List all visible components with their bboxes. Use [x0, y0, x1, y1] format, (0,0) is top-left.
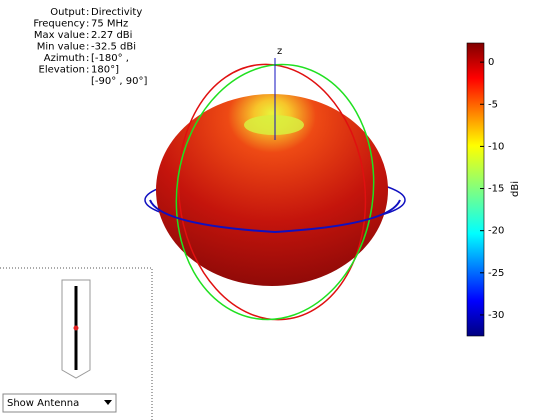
info-extra: [-90° , 90°] [91, 76, 147, 87]
pattern-3d: z [144, 46, 406, 321]
colorbar-tick-label: -25 [488, 268, 504, 279]
colorbar-tick-label: 0 [488, 57, 494, 68]
pattern-surface [156, 94, 388, 286]
colorbar-ticks: 0 -5 -10 -15 -20 -25 -30 [480, 57, 504, 321]
info-value: Directivity [91, 7, 142, 18]
dropdown-arrow [104, 400, 112, 405]
colorbar-tick-label: -20 [488, 226, 504, 237]
colorbar-label: dBi [510, 181, 521, 197]
info-colon: : [86, 7, 89, 18]
colorbar-tick-label: -5 [488, 99, 498, 110]
dropdown[interactable] [2, 393, 117, 413]
info-colon: : [86, 42, 89, 53]
info-label: Elevation [39, 65, 85, 76]
elevation-circle [175, 63, 375, 321]
slider-thumb[interactable] [73, 325, 79, 331]
pattern-top [244, 115, 304, 135]
info-value: 180°] [91, 65, 119, 76]
elevation-circle [177, 63, 367, 321]
colorbar-tick-label: -15 [488, 184, 504, 195]
colorbar-tick-label: -10 [488, 141, 504, 152]
info-label: Max value [34, 30, 85, 41]
info-colon: : [86, 53, 89, 64]
dropdown-text: Show Antenna [7, 398, 79, 409]
info-value: [-180° , [91, 53, 129, 64]
info-colon: : [86, 30, 89, 41]
z-label: z [277, 46, 282, 57]
colorbar-tick-label: -30 [488, 310, 504, 321]
colorbar [466, 42, 485, 337]
info-colon: : [86, 19, 89, 30]
info-value: -32.5 dBi [91, 42, 136, 53]
info-label: Output [50, 7, 85, 18]
info-value: 2.27 dBi [91, 30, 132, 41]
info-colon: : [86, 65, 89, 76]
azimuth-circle-front [149, 199, 401, 234]
info-label: Frequency [33, 19, 85, 30]
info-label: Min value [37, 42, 85, 53]
info-value: 75 MHz [91, 19, 128, 30]
info-label: Azimuth [44, 53, 85, 64]
